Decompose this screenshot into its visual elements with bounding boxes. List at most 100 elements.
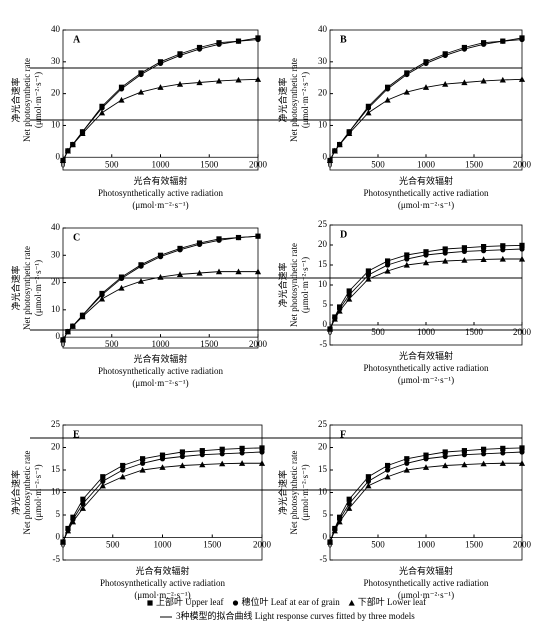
marker-circle [481, 248, 487, 254]
marker-circle [365, 272, 371, 278]
x-tick-label: 1000 [152, 339, 171, 349]
marker-circle [138, 263, 144, 269]
y-axis-label: 净光合速率 [10, 265, 21, 310]
marker-circle [519, 246, 525, 252]
marker-circle [481, 451, 487, 457]
y-axis-label: Net photosynthetic rate [22, 451, 32, 535]
y-tick-label: 25 [318, 419, 328, 429]
marker-triangle [157, 84, 164, 90]
marker-square [120, 462, 126, 469]
marker-triangle [346, 295, 353, 302]
y-tick-label: 0 [323, 319, 328, 329]
y-tick-label: -5 [320, 554, 328, 564]
marker-circle [138, 71, 144, 78]
marker-square [259, 445, 265, 451]
marker-circle [519, 449, 525, 455]
legend-label: 上部叶 Upper leaf [156, 596, 223, 607]
x-tick-label: 2000 [249, 339, 268, 349]
marker-circle [196, 46, 203, 52]
marker-circle [519, 36, 525, 43]
fit-curve [62, 37, 259, 161]
y-tick-label: 0 [56, 331, 61, 341]
marker-circle [259, 449, 265, 455]
x-axis-label: Photosynthetically active radiation [364, 578, 489, 588]
marker-square [100, 474, 106, 480]
marker-square [404, 252, 410, 258]
x-axis-label: (μmol·m⁻²·s⁻¹) [134, 590, 190, 600]
y-tick-label: 5 [56, 509, 61, 519]
marker-triangle [336, 141, 343, 148]
marker-square [481, 446, 487, 452]
marker-circle [199, 452, 205, 458]
marker-triangle [64, 527, 72, 534]
marker-triangle [139, 466, 146, 473]
plot-frame [62, 29, 259, 171]
fit-curve [329, 462, 522, 543]
marker-triangle [331, 147, 338, 154]
marker-triangle [442, 462, 449, 469]
marker-circle [196, 241, 203, 247]
y-axis-label: (μmol·m⁻²·s⁻¹) [33, 260, 43, 316]
y-tick-label: 10 [318, 279, 328, 289]
marker-circle [365, 105, 371, 111]
marker-circle [461, 248, 467, 254]
marker-triangle [219, 460, 226, 467]
marker-triangle [422, 84, 430, 90]
y-tick-label: 10 [318, 487, 328, 497]
x-tick-label: 1000 [417, 159, 436, 169]
x-tick-label: 2000 [513, 327, 532, 337]
y-tick-label: 20 [51, 442, 61, 452]
fit-curve [329, 258, 522, 330]
marker-triangle [69, 141, 76, 148]
marker-triangle [480, 256, 487, 262]
y-tick-label: 20 [51, 88, 61, 98]
x-tick-label: 0 [328, 159, 333, 169]
y-tick-label: 15 [318, 259, 328, 269]
marker-triangle [59, 336, 67, 343]
marker-circle [365, 478, 371, 484]
marker-circle [177, 52, 183, 59]
x-tick-label: 1500 [200, 159, 219, 169]
marker-triangle [159, 464, 166, 470]
panel-label: D [340, 229, 347, 240]
marker-circle [461, 46, 467, 52]
fit-curve [329, 447, 523, 543]
x-tick-label: 500 [371, 540, 385, 550]
marker-triangle [442, 257, 449, 264]
marker-triangle [442, 80, 449, 87]
marker-triangle [384, 473, 391, 480]
fit-curve [329, 244, 523, 330]
y-axis-label: (μmol·m⁻²·s⁻¹) [300, 72, 310, 128]
y-tick-label: 40 [318, 24, 328, 34]
marker-triangle [79, 505, 86, 511]
y-tick-label: 5 [323, 299, 328, 309]
fit-curve [329, 39, 523, 161]
marker-circle [500, 38, 506, 44]
y-tick-label: 10 [318, 120, 328, 130]
marker-circle [481, 41, 487, 47]
marker-triangle [215, 268, 223, 275]
marker-triangle [384, 96, 391, 103]
marker-square [519, 242, 525, 248]
marker-triangle [64, 328, 71, 335]
marker-circle [442, 453, 448, 460]
marker-square [442, 449, 448, 455]
marker-triangle [69, 323, 76, 329]
marker-triangle [239, 460, 246, 466]
marker-square [219, 446, 225, 452]
panel-label: C [73, 232, 80, 243]
marker-square [385, 258, 391, 264]
marker-triangle [235, 268, 242, 275]
x-tick-label: 1500 [465, 159, 484, 169]
marker-square [404, 456, 410, 462]
marker-circle [99, 105, 105, 111]
marker-triangle [59, 157, 67, 164]
x-axis-label: (μmol·m⁻²·s⁻¹) [398, 590, 454, 600]
marker-square [423, 452, 429, 458]
marker-circle [80, 501, 86, 507]
marker-triangle [480, 460, 487, 467]
panel-label: B [340, 34, 347, 45]
y-tick-label: 15 [51, 464, 61, 474]
marker-circle [423, 456, 429, 462]
x-tick-label: 2000 [249, 159, 268, 169]
